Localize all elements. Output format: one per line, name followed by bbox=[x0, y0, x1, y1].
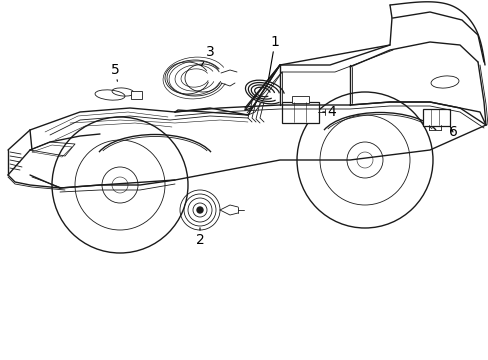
Text: 3: 3 bbox=[201, 45, 214, 66]
Text: 5: 5 bbox=[110, 63, 119, 81]
Text: 6: 6 bbox=[447, 125, 456, 139]
Text: 2: 2 bbox=[195, 228, 204, 247]
Circle shape bbox=[197, 207, 203, 213]
FancyBboxPatch shape bbox=[422, 108, 448, 126]
FancyBboxPatch shape bbox=[281, 102, 318, 122]
FancyBboxPatch shape bbox=[291, 95, 308, 103]
Text: 4: 4 bbox=[322, 105, 336, 119]
Text: 1: 1 bbox=[268, 35, 279, 79]
FancyBboxPatch shape bbox=[130, 90, 141, 99]
